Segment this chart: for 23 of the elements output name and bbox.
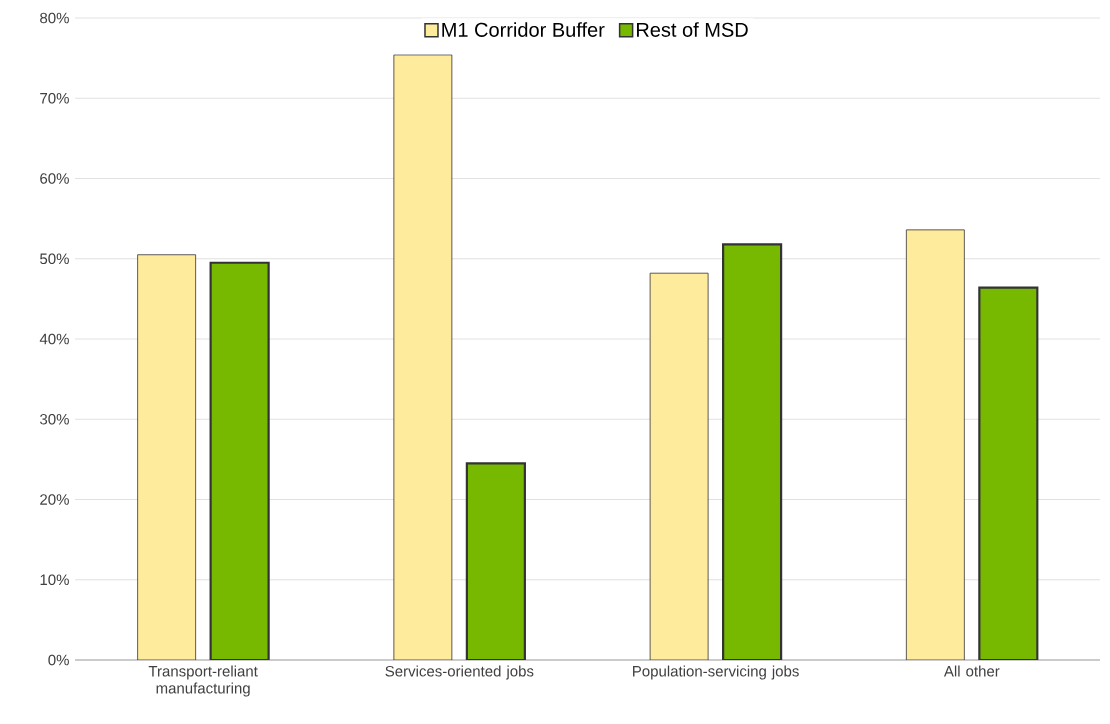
legend-label: Rest of MSD — [637, 22, 748, 37]
bar — [465, 462, 526, 660]
bar — [393, 54, 453, 660]
bar — [209, 261, 270, 660]
y-tick-label: 70% — [40, 92, 69, 104]
bar — [649, 272, 709, 660]
x-tick-label: Services-oriented jobs — [385, 665, 534, 680]
y-tick-label: 80% — [40, 12, 69, 24]
y-tick-label: 10% — [40, 574, 69, 586]
legend-label: M1 Corridor Buffer — [442, 22, 605, 37]
bar — [722, 243, 783, 660]
y-tick-label: 30% — [40, 413, 69, 425]
y-tick-label: 60% — [40, 173, 69, 184]
y-tick-label: 50% — [40, 253, 69, 265]
bar — [978, 286, 1039, 660]
x-tick-label: Population-servicing jobs — [633, 665, 799, 680]
y-tick-label: 0% — [48, 654, 69, 666]
x-tick-label: All other — [943, 665, 1000, 677]
y-tick-label: 40% — [39, 333, 69, 345]
x-tick-label: Transport-reliant manufacturing — [148, 665, 258, 697]
y-tick-label: 20% — [40, 494, 69, 505]
bar — [905, 229, 965, 660]
bar — [137, 254, 197, 660]
